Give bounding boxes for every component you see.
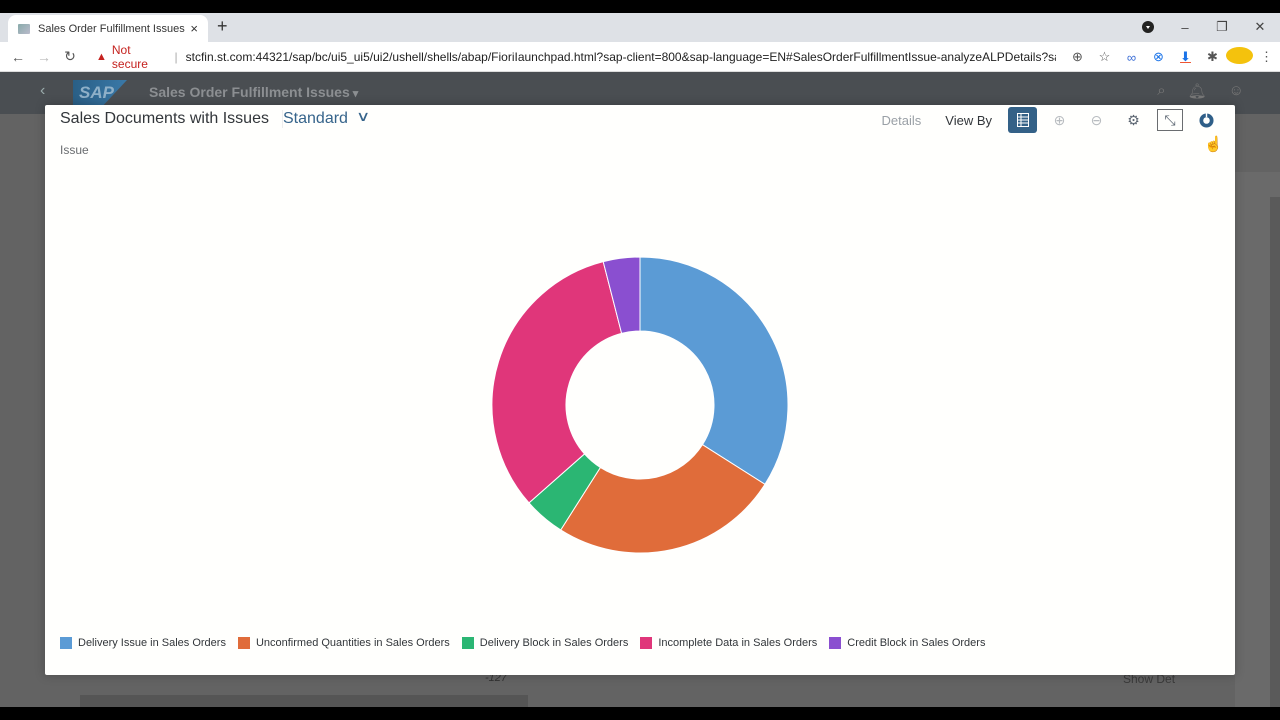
chart-dialog: Sales Documents with Issues Standard ∨ D…	[45, 105, 1235, 675]
notifications-bell-icon[interactable]: 🔔︎	[1187, 83, 1207, 100]
maximize-button[interactable]: ❐	[1216, 19, 1228, 34]
legend-item[interactable]: Credit Block in Sales Orders	[829, 637, 985, 649]
browser-tab[interactable]: Sales Order Fulfillment Issues ×	[8, 15, 208, 42]
legend-label: Credit Block in Sales Orders	[847, 637, 986, 649]
variant-selector[interactable]: Standard	[282, 110, 348, 128]
minimize-button[interactable]: –	[1181, 19, 1189, 35]
url-field[interactable]: ▲ Not secure | stcfin.st.com:44321/sap/b…	[96, 43, 1056, 71]
view-by-button[interactable]: View By	[945, 112, 992, 128]
chart-toolbar: Details View By ⊕ ⊖ ⚙ ⤡	[870, 107, 1225, 133]
donut-chart-svg[interactable]: Delivery Issue in Sales OrdersUnconfirme…	[45, 165, 1235, 635]
shell-header-icons: ⌕ 🔔︎ ☺	[1157, 82, 1244, 100]
chart-legend: Delivery Issue in Sales Orders Unconfirme…	[60, 637, 985, 649]
browser-tab-bar: Sales Order Fulfillment Issues × + – ❐ ✕	[0, 13, 1280, 42]
mouse-cursor-hand-icon: ☝	[1204, 136, 1223, 153]
dimension-label: Issue	[60, 143, 89, 157]
legend-swatch-icon	[60, 637, 72, 649]
donut-slice[interactable]: Delivery Issue in Sales Orders	[639, 256, 789, 485]
browser-address-bar: ← → ↻ ▲ Not secure | stcfin.st.com:44321…	[0, 42, 1280, 72]
legend-item[interactable]: Delivery Issue in Sales Orders	[60, 637, 226, 649]
variant-chevron-down-icon[interactable]: ∨	[355, 108, 371, 124]
donut-slice[interactable]: Incomplete Data in Sales Orders	[491, 261, 623, 504]
donut-chart[interactable]: Delivery Issue in Sales OrdersUnconfirme…	[45, 165, 1235, 635]
settings-gear-icon[interactable]: ⚙	[1127, 111, 1140, 128]
extensions-puzzle-icon[interactable]: ✱	[1207, 49, 1218, 64]
address-bar-icons: ⊕ ☆ ∞ ⊗ ⬇ ✱ ⋮	[1064, 42, 1280, 72]
donut-slice[interactable]: Credit Block in Sales Orders	[602, 256, 641, 334]
table-view-icon[interactable]	[1008, 107, 1037, 133]
warning-icon: ▲	[96, 51, 107, 63]
zoom-in-icon[interactable]: ⊕	[1053, 111, 1066, 128]
browser-menu-icon[interactable]: ⋮	[1260, 49, 1273, 64]
user-icon[interactable]: ☺	[1228, 82, 1244, 99]
background-show-details-link: Show Det	[1123, 672, 1176, 686]
donut-chart-type-icon[interactable]	[1188, 107, 1225, 133]
legend-swatch-icon	[237, 637, 250, 649]
new-tab-button[interactable]: +	[217, 16, 228, 36]
divider: |	[174, 50, 178, 64]
donut-slice[interactable]: Unconfirmed Quantities in Sales Orders	[560, 443, 766, 554]
chart-title: Sales Documents with Issues	[60, 110, 269, 127]
background-horizontal-scrollbar	[80, 695, 528, 707]
sap-logo: SAP	[73, 80, 127, 106]
zoom-out-icon[interactable]: ⊖	[1090, 111, 1103, 128]
legend-swatch-icon	[461, 637, 474, 649]
profile-menu-icon[interactable]	[1133, 17, 1163, 37]
profile-avatar[interactable]	[1226, 47, 1253, 67]
close-window-button[interactable]: ✕	[1254, 19, 1266, 34]
url-text[interactable]: stcfin.st.com:44321/sap/bc/ui5_ui5/ui2/u…	[185, 50, 1056, 64]
legend-label: Unconfirmed Quantities in Sales Orders	[255, 637, 450, 649]
shell-app-title[interactable]: Sales Order Fulfillment Issues	[149, 84, 358, 100]
legend-item[interactable]: Incomplete Data in Sales Orders	[640, 637, 817, 649]
legend-label: Delivery Issue in Sales Orders	[78, 637, 226, 649]
background-scroll-region	[1270, 197, 1280, 707]
tab-title: Sales Order Fulfillment Issues	[38, 22, 185, 35]
link-extension-icon[interactable]: ∞	[1126, 49, 1137, 65]
shell-back-button[interactable]: ‹	[40, 82, 46, 99]
zoom-icon[interactable]: ⊕	[1072, 49, 1083, 64]
legend-label: Incomplete Data in Sales Orders	[658, 637, 818, 649]
legend-label: Delivery Block in Sales Orders	[479, 637, 629, 649]
back-button[interactable]: ←	[11, 48, 25, 65]
legend-swatch-icon	[829, 637, 842, 649]
exit-fullscreen-icon[interactable]: ⤡	[1157, 109, 1183, 131]
forward-button[interactable]: →	[37, 48, 51, 65]
tab-close-icon[interactable]: ×	[190, 21, 198, 36]
legend-swatch-icon	[640, 637, 653, 649]
download-icon[interactable]: ⬇	[1180, 49, 1191, 64]
legend-item[interactable]: Unconfirmed Quantities in Sales Orders	[237, 637, 450, 649]
bookmark-star-icon[interactable]: ☆	[1098, 49, 1111, 64]
reload-button[interactable]: ↻	[64, 48, 76, 64]
search-icon[interactable]: ⌕	[1157, 82, 1166, 99]
favicon-icon	[18, 23, 30, 34]
background-value: -127	[485, 672, 508, 684]
security-indicator[interactable]: Not secure	[111, 43, 148, 71]
details-button[interactable]: Details	[881, 112, 922, 128]
legend-item[interactable]: Delivery Block in Sales Orders	[461, 637, 629, 649]
extension-icon[interactable]: ⊗	[1153, 49, 1164, 64]
